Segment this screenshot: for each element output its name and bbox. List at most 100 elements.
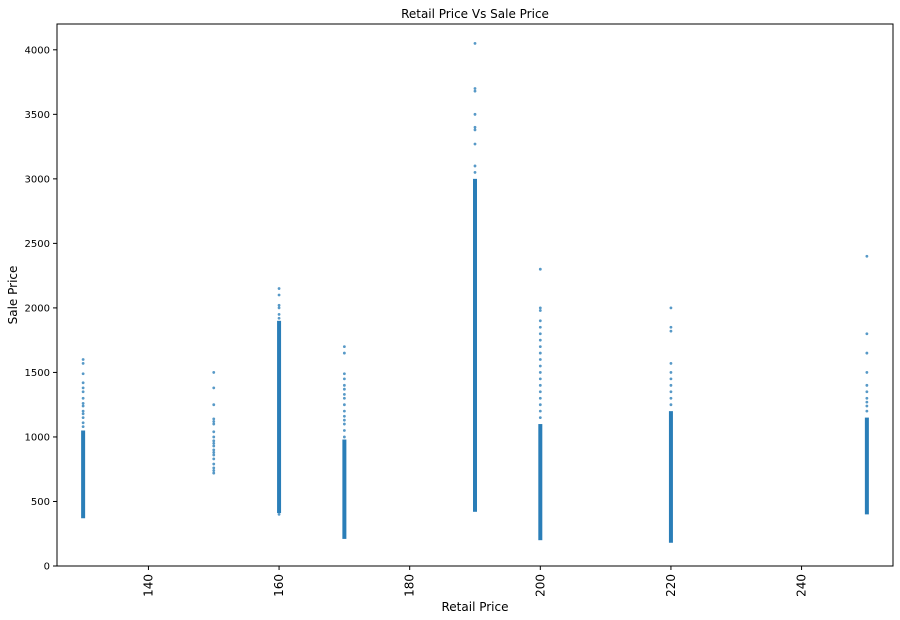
data-point xyxy=(538,325,542,329)
data-point xyxy=(277,512,281,516)
data-point xyxy=(342,429,346,432)
data-point xyxy=(473,89,477,93)
data-point xyxy=(538,338,542,342)
data-point xyxy=(212,442,216,445)
data-point xyxy=(212,471,216,475)
y-tick-label: 4000 xyxy=(25,45,50,56)
data-point xyxy=(212,430,216,434)
data-point xyxy=(277,287,281,290)
data-point xyxy=(81,416,85,419)
chart-title: Retail Price Vs Sale Price xyxy=(401,7,549,21)
dense-point-cluster xyxy=(342,439,347,539)
dense-point-cluster xyxy=(538,424,543,541)
data-point xyxy=(669,361,673,365)
dense-point-cluster xyxy=(81,430,86,519)
data-point xyxy=(212,386,216,390)
data-point xyxy=(669,325,673,329)
data-point xyxy=(538,345,542,349)
data-point xyxy=(342,409,346,413)
data-point xyxy=(342,383,346,387)
data-point xyxy=(865,332,869,336)
data-point xyxy=(212,420,216,423)
x-axis-label: Retail Price xyxy=(442,600,509,614)
data-point xyxy=(538,319,542,323)
x-tick-label: 240 xyxy=(795,574,809,597)
data-point xyxy=(212,453,216,457)
data-point xyxy=(277,312,281,316)
data-point xyxy=(342,414,346,418)
data-point xyxy=(212,469,216,472)
data-point xyxy=(669,383,673,387)
data-point xyxy=(538,383,542,387)
y-tick-label: 0 xyxy=(44,562,50,573)
data-point xyxy=(81,396,85,400)
data-point xyxy=(538,371,542,374)
dense-point-cluster xyxy=(473,178,477,512)
data-point xyxy=(473,41,477,45)
data-point xyxy=(538,377,542,381)
y-tick-label: 2000 xyxy=(25,303,50,314)
data-point xyxy=(212,444,216,448)
data-point xyxy=(81,425,85,429)
data-points xyxy=(81,41,869,543)
dense-point-cluster xyxy=(864,417,869,515)
y-tick-label: 1000 xyxy=(25,432,50,443)
dense-point-cluster xyxy=(277,320,282,514)
data-point xyxy=(81,412,85,416)
data-point xyxy=(212,448,216,452)
data-point xyxy=(342,422,346,426)
data-point xyxy=(342,403,346,407)
data-point xyxy=(865,351,869,355)
data-point xyxy=(669,329,673,333)
data-point xyxy=(81,421,85,425)
data-point xyxy=(669,377,673,381)
data-point xyxy=(473,171,477,174)
data-point xyxy=(81,372,85,376)
data-point xyxy=(473,125,477,129)
data-point xyxy=(212,451,216,454)
data-point xyxy=(342,377,346,381)
data-point xyxy=(538,396,542,400)
data-point xyxy=(473,128,477,132)
data-point xyxy=(473,87,477,90)
data-point xyxy=(473,164,477,168)
data-point xyxy=(81,404,85,408)
plot-area-frame xyxy=(56,23,894,567)
data-point xyxy=(865,371,869,374)
data-point xyxy=(865,383,869,387)
data-point xyxy=(538,416,542,419)
data-point xyxy=(865,400,869,404)
data-point xyxy=(538,364,542,368)
data-point xyxy=(342,392,346,396)
data-point xyxy=(81,390,85,394)
data-point xyxy=(342,387,346,391)
data-point xyxy=(81,409,85,413)
x-tick-label: 160 xyxy=(272,574,286,597)
data-point xyxy=(342,345,346,349)
data-point xyxy=(81,381,85,385)
data-point xyxy=(81,402,85,405)
y-tick-label: 2500 xyxy=(25,239,50,250)
data-point xyxy=(212,457,216,461)
data-point xyxy=(865,396,869,400)
data-point xyxy=(669,306,673,310)
data-point xyxy=(538,403,542,407)
data-point xyxy=(81,361,85,365)
data-point xyxy=(669,396,673,400)
data-point xyxy=(342,351,346,355)
data-point xyxy=(669,390,673,394)
data-point xyxy=(538,306,542,310)
y-tick-label: 1500 xyxy=(25,368,50,379)
data-point xyxy=(277,303,281,307)
data-point xyxy=(538,390,542,394)
x-tick-label: 220 xyxy=(664,574,678,597)
data-point xyxy=(81,386,85,390)
y-tick-label: 3000 xyxy=(25,174,50,185)
data-point xyxy=(538,332,542,336)
data-point xyxy=(212,435,216,439)
data-point xyxy=(473,112,477,116)
data-point xyxy=(212,403,216,407)
data-point xyxy=(473,142,477,146)
data-point xyxy=(538,358,542,361)
